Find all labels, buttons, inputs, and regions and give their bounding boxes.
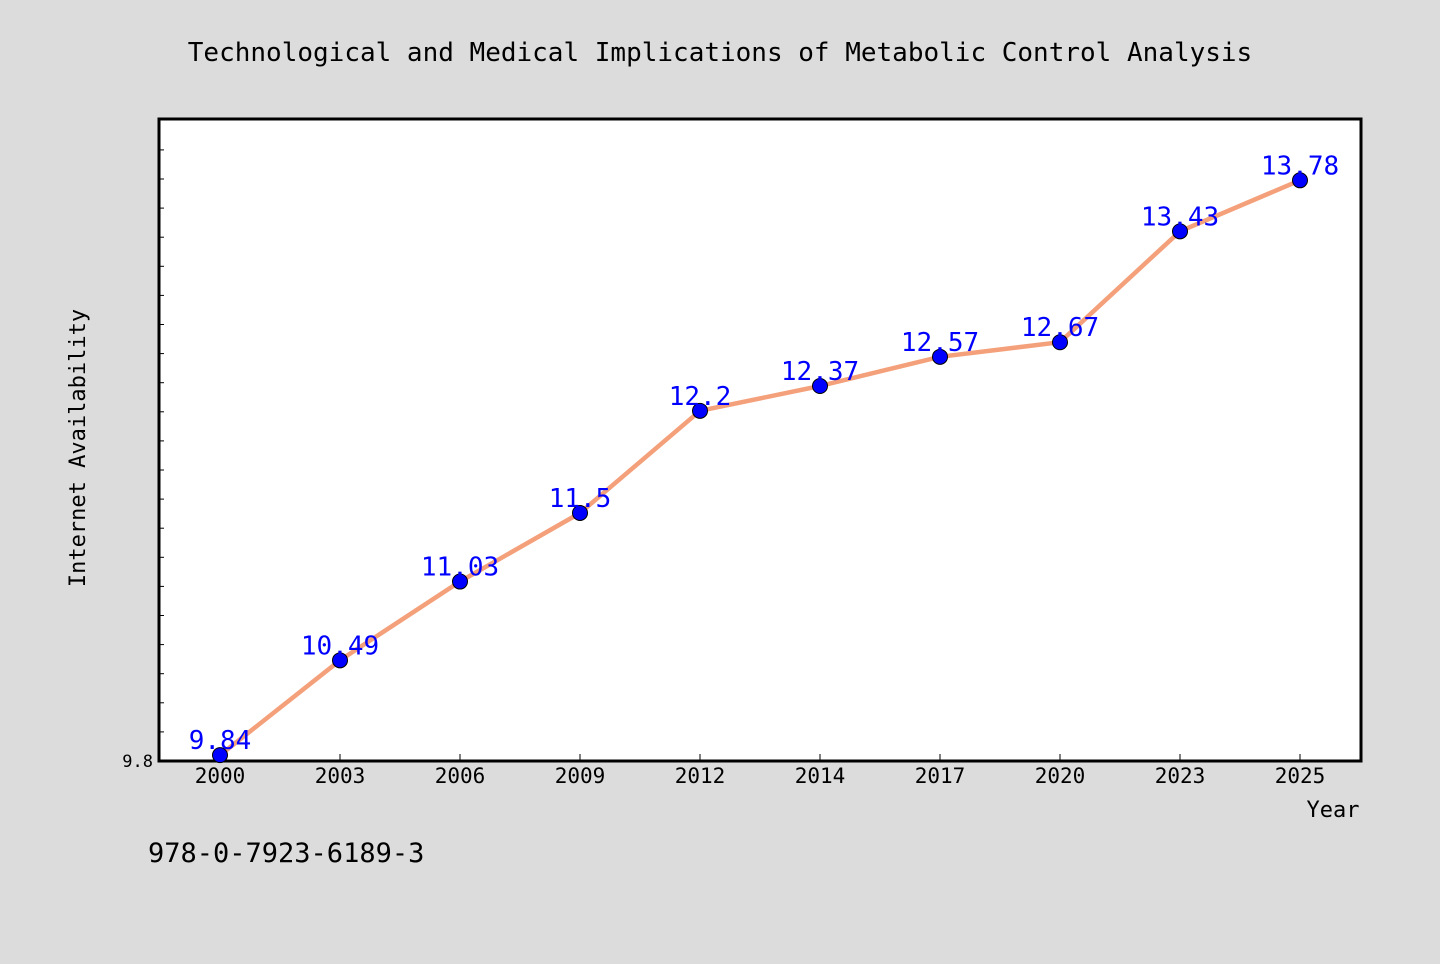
data-point (332, 652, 348, 669)
x-tick-label: 2000 (195, 764, 246, 788)
data-point (812, 378, 828, 395)
x-tick-label: 2003 (315, 764, 366, 788)
data-label: 10.49 (301, 631, 379, 661)
y-axis-minor-ticks (159, 149, 164, 733)
x-tick-label: 2006 (435, 764, 486, 788)
plot-area (157, 117, 1363, 763)
data-label: 13.43 (1141, 202, 1219, 232)
x-axis-tick-labels: 2000 2003 2006 2009 2012 2014 2017 2020 2023 2025 (195, 764, 1326, 788)
series-line (217, 178, 1303, 758)
data-point (1172, 223, 1188, 240)
data-point (1292, 172, 1308, 189)
y-axis-tick-labels: 9.8 (122, 752, 153, 772)
x-tick-label: 2023 (1155, 764, 1206, 788)
x-tick-label: 2012 (675, 764, 726, 788)
x-axis-label: Year (1307, 798, 1360, 823)
y-tick-label: 9.8 (122, 752, 153, 772)
data-label: 13.78 (1261, 151, 1339, 181)
data-point (572, 504, 588, 521)
data-point (1052, 334, 1068, 351)
x-tick-label: 2025 (1275, 764, 1326, 788)
data-point (212, 747, 228, 764)
data-label: 11.5 (549, 484, 612, 514)
y-axis-label: Internet Availability (66, 309, 91, 587)
chart-title: Technological and Medical Implications o… (188, 38, 1252, 68)
data-point (452, 573, 468, 590)
data-label: 12.67 (1021, 313, 1099, 343)
series-group: 9.84 10.49 11.03 11.5 12.2 12.37 12.57 12.67 13.… (189, 151, 1339, 764)
data-label: 12.2 (669, 382, 732, 412)
data-point (692, 402, 708, 419)
x-tick-label: 2020 (1035, 764, 1086, 788)
x-tick-label: 2009 (555, 764, 606, 788)
data-label: 11.03 (421, 553, 499, 583)
x-tick-label: 2014 (795, 764, 846, 788)
isbn-label: 978-0-7923-6189-3 (148, 838, 424, 869)
data-label: 12.37 (781, 357, 859, 387)
data-label: 9.84 (189, 726, 252, 756)
data-label: 12.57 (901, 328, 979, 358)
x-tick-label: 2017 (915, 764, 966, 788)
data-point (932, 348, 948, 365)
